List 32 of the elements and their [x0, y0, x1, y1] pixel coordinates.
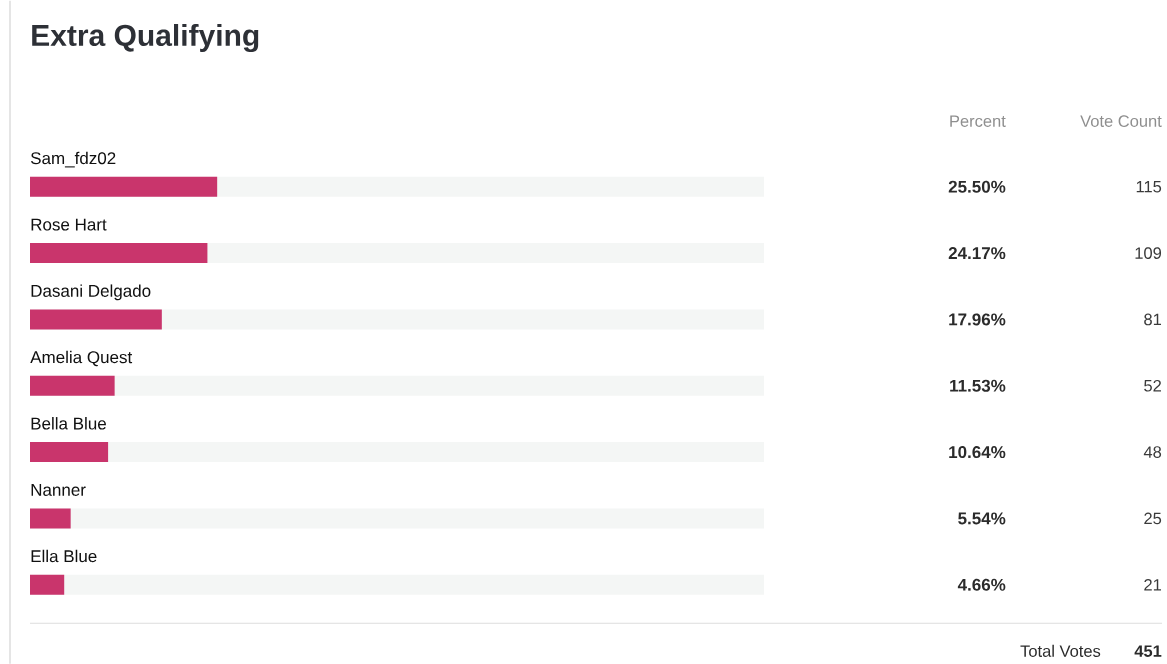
y-tick-label: Amelia Quest	[30, 350, 133, 367]
data-label: 5.54%	[958, 512, 1006, 525]
y-tick-label: Nanner	[31, 483, 86, 496]
text: Total Votes	[1020, 644, 1101, 657]
text: 25	[1144, 512, 1162, 525]
text: Percent	[950, 115, 1006, 127]
data-label: 17.96%	[949, 313, 1006, 326]
data-label: 11.53%	[950, 379, 1006, 392]
y-tick-label: Ella Blue	[31, 549, 97, 562]
bar	[30, 441, 109, 462]
bar	[30, 309, 162, 330]
y-tick-label: Sam_fdz02	[30, 151, 116, 168]
text: 48	[1143, 446, 1162, 458]
data-label: 10.64%	[949, 445, 1006, 458]
text: 52	[1144, 379, 1161, 392]
bar	[30, 242, 208, 263]
data-label: 25.50%	[948, 180, 1006, 193]
y-tick-label: Dasani Delgado	[31, 284, 151, 301]
y-tick-label: Bella Blue	[31, 416, 106, 430]
text: 115	[1136, 180, 1162, 193]
text: 109	[1135, 247, 1162, 259]
chart-title: Extra Qualifying	[32, 23, 259, 52]
bar	[30, 508, 71, 529]
data-label: 24.17%	[948, 246, 1006, 259]
text: 451	[1134, 645, 1162, 657]
bar	[30, 574, 65, 595]
data-label: 4.66%	[957, 578, 1006, 591]
text: Vote Count	[1080, 114, 1162, 127]
text: 21	[1144, 578, 1162, 591]
bar	[30, 375, 115, 396]
y-tick-label: Rose Hart	[31, 218, 107, 231]
text: 81	[1144, 313, 1162, 326]
